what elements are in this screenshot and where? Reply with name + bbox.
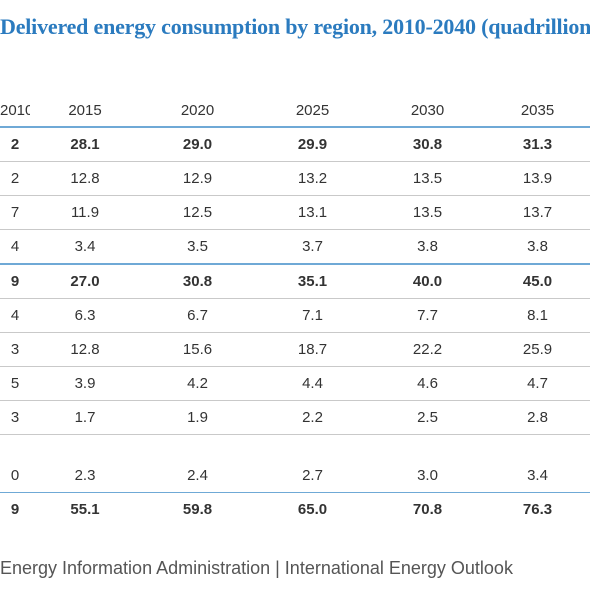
- table-cell: 12.8: [30, 332, 140, 367]
- column-header: 2010: [0, 94, 30, 128]
- column-header: 2025: [255, 94, 370, 128]
- column-header: 2030: [370, 94, 485, 128]
- table-cell: 4: [0, 298, 30, 333]
- table-cell: 3.7: [255, 229, 370, 265]
- table-cell: 2: [0, 161, 30, 196]
- table-cell: 13.7: [485, 195, 590, 230]
- column-header: 2035: [485, 94, 590, 128]
- table-cell: 6.7: [140, 298, 255, 333]
- table-title: Delivered energy consumption by region, …: [0, 14, 590, 39]
- table-cell: 59.8: [182, 501, 213, 518]
- table-row: 3 12.8 15.6 18.7 22.2 25.9: [0, 332, 590, 367]
- table-cell: 5: [0, 366, 30, 401]
- table-row: 7 11.9 12.5 13.1 13.5 13.7: [0, 195, 590, 230]
- table-cell: 7: [0, 195, 30, 230]
- table-cell: 3.8: [370, 229, 485, 265]
- table-cell: 13.2: [255, 161, 370, 196]
- table-cell: 29.0: [140, 127, 255, 162]
- table-cell: 40.0: [370, 264, 485, 299]
- table-cell: 1.7: [30, 400, 140, 435]
- table-cell: 3.4: [30, 229, 140, 265]
- table-row: 9 55.1 59.8 65.0 70.8 76.3: [0, 493, 590, 527]
- table-cell: 30.8: [370, 127, 485, 162]
- table-cell: 3.8: [485, 229, 590, 265]
- table-cell: 2: [0, 127, 30, 162]
- table-cell: 1.9: [140, 400, 255, 435]
- table-cell: 8.1: [485, 298, 590, 333]
- table-cell: 2.5: [370, 400, 485, 435]
- table-cell: 4.6: [370, 366, 485, 401]
- table-row: 5 3.9 4.2 4.4 4.6 4.7: [0, 366, 590, 401]
- table-cell: 4: [0, 229, 30, 265]
- table-cell: 13.9: [485, 161, 590, 196]
- table-cell: 22.2: [370, 332, 485, 367]
- table-row: 4 6.3 6.7 7.1 7.7 8.1: [0, 298, 590, 333]
- spacer-row: [0, 435, 590, 460]
- table-cell: 18.7: [255, 332, 370, 367]
- table-cell: 3.0: [370, 459, 485, 493]
- table-row: 0 2.3 2.4 2.7 3.0 3.4: [0, 459, 590, 493]
- table-cell: 9: [10, 501, 20, 518]
- table-cell: 3: [0, 400, 30, 435]
- table-cell: 27.0: [30, 264, 140, 299]
- table-cell: 3.4: [485, 459, 590, 493]
- table-row: 2 12.8 12.9 13.2 13.5 13.9: [0, 161, 590, 196]
- header-row: 2010 2015 2020 2025 2030 2035: [0, 94, 590, 128]
- table-cell: 30.8: [140, 264, 255, 299]
- table-cell: 3.9: [30, 366, 140, 401]
- table-cell: 15.6: [140, 332, 255, 367]
- table-cell: 6.3: [30, 298, 140, 333]
- table-row: 9 27.0 30.8 35.1 40.0 45.0: [0, 264, 590, 299]
- table-cell: 2.8: [485, 400, 590, 435]
- table-cell: 65.0: [297, 501, 328, 518]
- table-cell: 13.5: [370, 161, 485, 196]
- table-cell: 76.3: [522, 501, 553, 518]
- table-cell: 29.9: [255, 127, 370, 162]
- table-cell: 4.2: [140, 366, 255, 401]
- table-cell: 28.1: [30, 127, 140, 162]
- table-cell: 35.1: [255, 264, 370, 299]
- table-cell: 2.4: [140, 459, 255, 493]
- consumption-table: 2010 2015 2020 2025 2030 2035 2 28.1 29.…: [0, 94, 590, 526]
- table-cell: 13.1: [255, 195, 370, 230]
- column-header: 2020: [140, 94, 255, 128]
- table-cell: 70.8: [412, 501, 443, 518]
- table-cell: 3.5: [140, 229, 255, 265]
- table-cell: 25.9: [485, 332, 590, 367]
- table-cell: 12.9: [140, 161, 255, 196]
- column-header: 2015: [30, 94, 140, 128]
- table-row: 4 3.4 3.5 3.7 3.8 3.8: [0, 229, 590, 265]
- table-cell: 4.7: [485, 366, 590, 401]
- table-cell: 55.1: [70, 501, 100, 518]
- table-cell: 9: [0, 264, 30, 299]
- table-cell: 12.5: [140, 195, 255, 230]
- table-cell: 13.5: [370, 195, 485, 230]
- table-cell: 2.7: [255, 459, 370, 493]
- table-cell: 11.9: [30, 195, 140, 230]
- table-cell: 45.0: [485, 264, 590, 299]
- table-cell: 31.3: [485, 127, 590, 162]
- table-cell: 0: [0, 459, 30, 493]
- table-cell: 7.1: [255, 298, 370, 333]
- source-footer: Energy Information Administration | Inte…: [0, 558, 513, 578]
- table-cell: 3: [0, 332, 30, 367]
- table-cell: 12.8: [30, 161, 140, 196]
- table-cell: 2.2: [255, 400, 370, 435]
- table-cell: 2.3: [30, 459, 140, 493]
- table-row: 3 1.7 1.9 2.2 2.5 2.8: [0, 400, 590, 435]
- table-cell: 7.7: [370, 298, 485, 333]
- table-row: 2 28.1 29.0 29.9 30.8 31.3: [0, 127, 590, 162]
- table-cell: 4.4: [255, 366, 370, 401]
